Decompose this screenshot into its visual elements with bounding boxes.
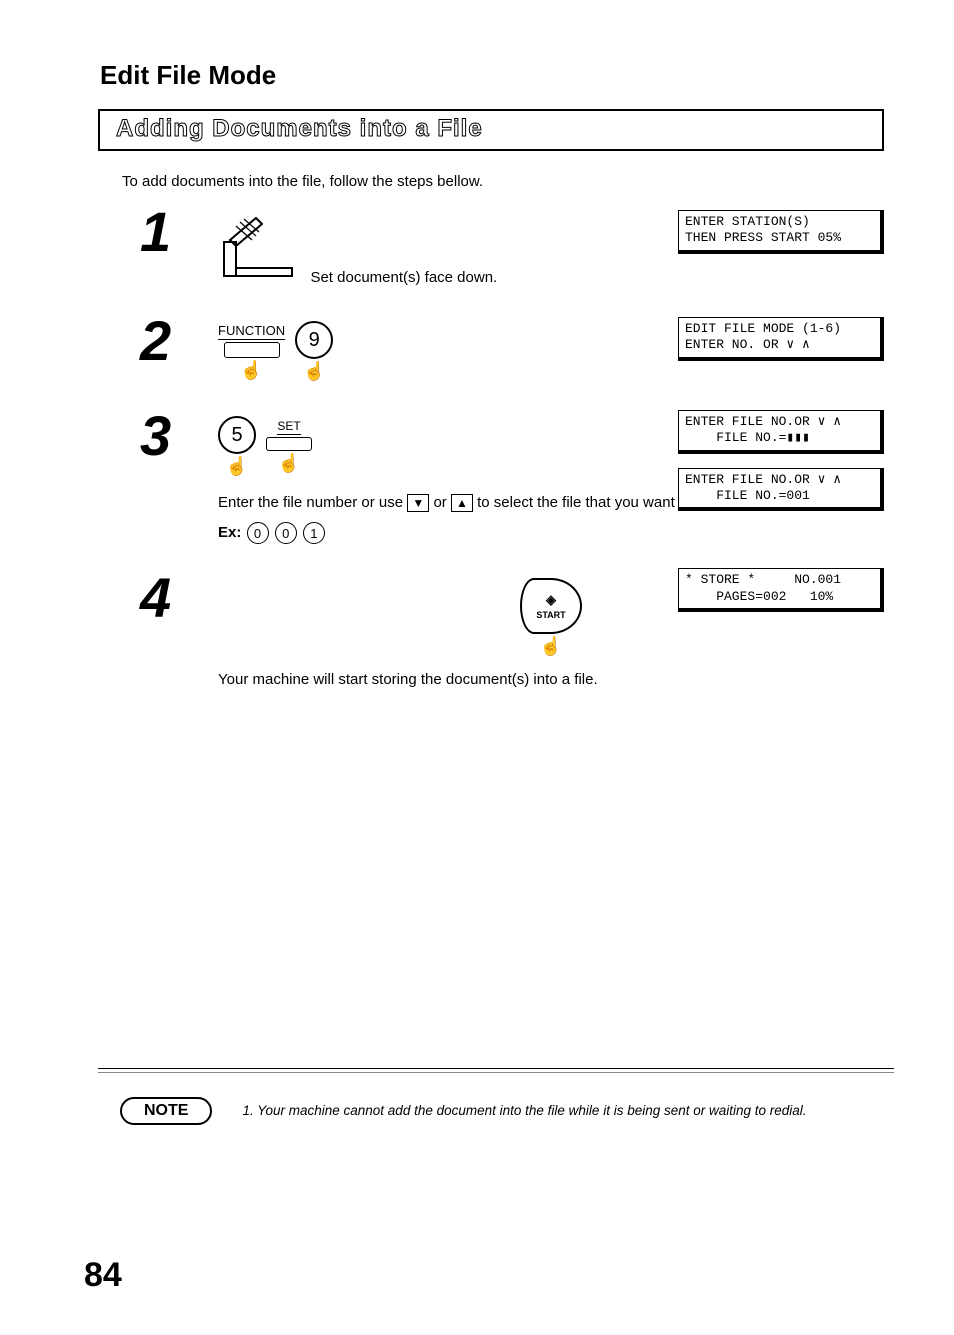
example-line: Ex: 0 0 1: [218, 522, 884, 544]
intro-text: To add documents into the file, follow t…: [122, 173, 884, 190]
step-2: 2 FUNCTION ☝ 9 ☝ EDIT FILE MODE (1-6) EN…: [100, 317, 884, 382]
lcd-display: ENTER FILE NO.OR ∨ ∧ FILE NO.=001: [678, 468, 884, 512]
step-1-text: Set document(s) face down.: [310, 269, 497, 286]
keypad-9-button[interactable]: 9 ☝: [295, 321, 333, 382]
example-digit: 0: [247, 522, 269, 544]
down-arrow-icon: ▼: [407, 494, 429, 512]
keypad-digit: 5: [231, 424, 242, 447]
step-number: 4: [140, 570, 212, 626]
press-hand-icon: ☝: [226, 456, 248, 477]
set-button[interactable]: SET ☝: [266, 419, 312, 474]
lcd-display: * STORE * NO.001 PAGES=002 10%: [678, 568, 884, 612]
lcd-display: EDIT FILE MODE (1-6) ENTER NO. OR ∨ ∧: [678, 317, 884, 361]
start-button-label: START: [536, 610, 565, 620]
function-button[interactable]: FUNCTION ☝: [218, 323, 285, 381]
press-hand-icon: ☝: [303, 361, 325, 382]
note-separator: [98, 1072, 894, 1073]
step-number: 1: [140, 204, 212, 260]
example-digit: 0: [275, 522, 297, 544]
keypad-5-button[interactable]: 5 ☝: [218, 416, 256, 477]
note-label: NOTE: [120, 1097, 212, 1125]
note-row: NOTE 1. Your machine cannot add the docu…: [120, 1097, 884, 1125]
set-button-label: SET: [277, 419, 300, 435]
section-title: Adding Documents into a File: [116, 115, 866, 143]
steps-container: 1 Set document(s) face down. ENTER STATI…: [100, 208, 884, 688]
section-header-box: Adding Documents into a File: [98, 109, 884, 151]
page-number: 84: [84, 1256, 122, 1295]
step-1: 1 Set document(s) face down. ENTER STATI…: [100, 208, 884, 287]
step-number: 3: [140, 408, 212, 464]
start-diamond-icon: ◈: [546, 592, 556, 608]
note-separator: [98, 1068, 894, 1069]
step-3: 3 5 ☝ SET ☝ Enter the file number or use…: [100, 412, 884, 544]
page-title: Edit File Mode: [100, 60, 884, 91]
up-arrow-icon: ▲: [451, 494, 473, 512]
keypad-digit: 9: [309, 329, 320, 352]
step-4: 4 ◈ START ☝ Your machine will start stor…: [100, 574, 884, 688]
step-4-text: Your machine will start storing the docu…: [218, 671, 884, 688]
press-hand-icon: ☝: [278, 453, 300, 474]
document-tray-icon: [218, 212, 298, 287]
lcd-display: ENTER STATION(S) THEN PRESS START 05%: [678, 210, 884, 254]
press-hand-icon: ☝: [240, 360, 262, 381]
lcd-display: ENTER FILE NO.OR ∨ ∧ FILE NO.=▮▮▮: [678, 410, 884, 454]
example-digit: 1: [303, 522, 325, 544]
note-text: 1. Your machine cannot add the document …: [242, 1097, 806, 1118]
function-button-label: FUNCTION: [218, 323, 285, 340]
press-hand-icon: ☝: [540, 636, 562, 657]
step-number: 2: [140, 313, 212, 369]
